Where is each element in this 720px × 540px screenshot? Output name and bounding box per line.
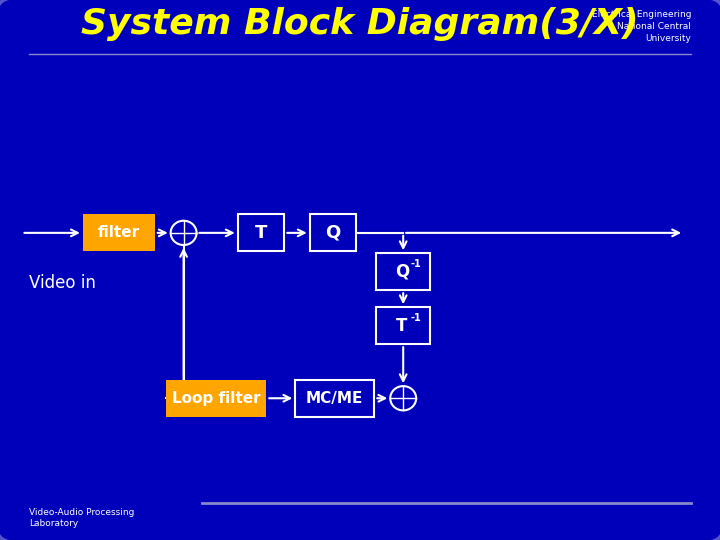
Text: Video-Audio Processing
Laboratory: Video-Audio Processing Laboratory [29,508,134,529]
FancyBboxPatch shape [295,380,374,417]
Text: T: T [255,224,267,242]
Text: System Block Diagram(3/X): System Block Diagram(3/X) [81,6,639,40]
Text: -1: -1 [411,259,421,268]
FancyBboxPatch shape [376,253,431,291]
FancyBboxPatch shape [83,214,155,252]
Text: Loop filter: Loop filter [171,391,261,406]
Text: MC/ME: MC/ME [306,391,364,406]
Text: Electrical Engineering
National Central
University: Electrical Engineering National Central … [592,10,691,43]
Text: -1: -1 [411,313,421,322]
Text: Q: Q [325,224,341,242]
Text: Video in: Video in [29,274,96,293]
Text: filter: filter [98,225,140,240]
FancyBboxPatch shape [238,214,284,252]
Text: T: T [396,316,408,335]
Text: Q: Q [395,262,409,281]
FancyBboxPatch shape [376,307,431,345]
FancyBboxPatch shape [310,214,356,252]
FancyBboxPatch shape [166,380,266,417]
